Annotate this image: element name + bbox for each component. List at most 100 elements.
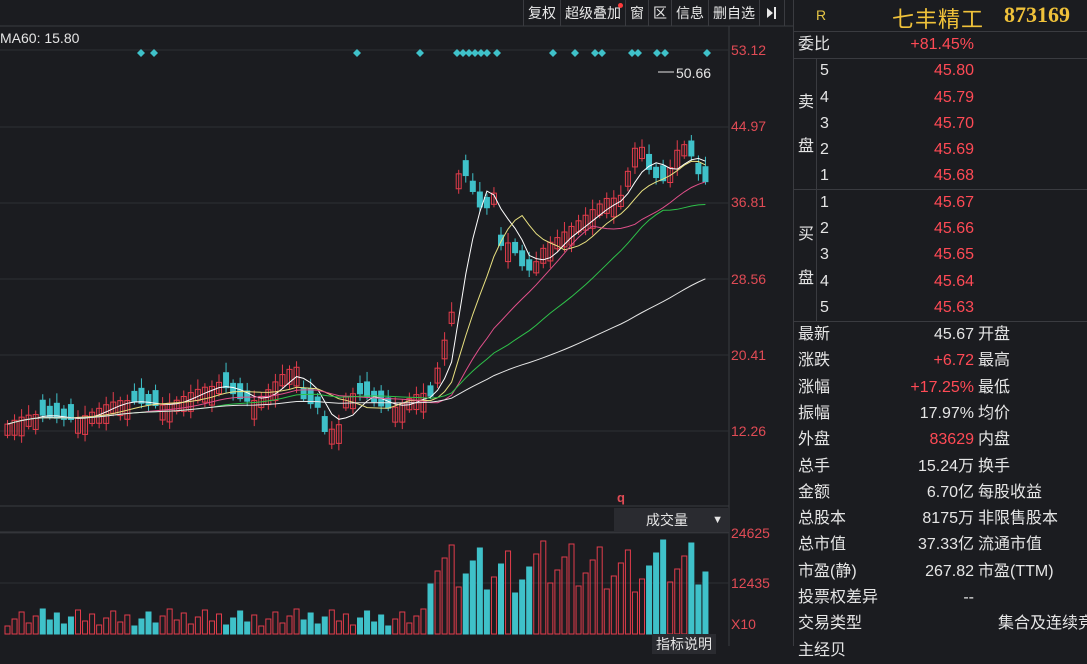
volume-tick: X10 [731,616,756,632]
stat-row: 投票权差异 -- [794,585,1087,611]
volume-bar [653,552,660,635]
level-number: 4 [820,273,829,290]
volume-bar [307,612,314,635]
range-button[interactable]: 区 [649,0,672,26]
info-button[interactable]: 信息 [672,0,709,26]
weibi-label: 委比 [798,36,831,53]
stat-value: +6.72 [933,352,974,370]
signal-diamond-icon [465,49,473,57]
volume-bar [265,618,272,635]
sell-level-4[interactable]: 4 45.79 [794,85,1087,111]
window-button[interactable]: 窗 [626,0,649,26]
divider [794,31,1087,32]
sell-side-label: 盘 [797,138,814,155]
level-number: 4 [820,89,829,106]
volume-bar [617,562,624,635]
volume-bar [575,585,582,635]
sell-level-3[interactable]: 3 45.70 [794,111,1087,137]
divider [794,58,1087,59]
volume-bar [46,619,53,635]
volume-bar [498,563,504,635]
stat-label: 总股本 [798,510,847,528]
signal-diamond-icon [634,49,642,57]
candle-body [469,180,476,192]
stat-value: 17.97% [919,404,974,422]
volume-bar [11,618,18,635]
level-number: 2 [820,141,829,158]
stat-label-secondary: 均价 [978,404,1011,422]
volume-bar [519,579,526,635]
candle-body [173,399,180,412]
ma5-line [7,157,706,425]
price-tick: 36.81 [731,194,767,210]
candle-body [681,144,688,157]
buy-level-3[interactable]: 3 45.65 [794,242,1087,268]
level-price: 45.67 [933,194,974,211]
volume-bar [166,608,173,635]
level-price: 45.63 [933,299,974,316]
quote-panel: R 七丰精工 873169 委比 +81.45% 卖 盘 5 45.80 4 45.… [793,0,1087,659]
candle-body [392,406,399,423]
candle-body [427,385,434,397]
candle-body [152,390,159,407]
buy-side-label: 盘 [797,270,814,287]
volume-bar [639,578,645,635]
buy-level-1[interactable]: 1 45.67 [794,190,1087,216]
stat-label: 外盘 [798,431,831,449]
volume-bar [596,546,603,635]
stat-label: 主经贝 [798,641,847,659]
weibi-row: 委比 +81.45% [794,32,1087,58]
sell-level-1[interactable]: 1 45.68 [794,163,1087,189]
buy-level-4[interactable]: 4 45.64 [794,269,1087,295]
fuquan-button[interactable]: 复权 [524,0,561,26]
volume-bar [568,543,575,635]
candle-body [476,191,483,208]
volume-bar [244,621,251,635]
candle-body [25,414,32,427]
sell-level-2[interactable]: 2 45.69 [794,137,1087,163]
stat-label: 最新 [798,326,831,343]
volume-select-label: 成交量 [646,512,688,528]
candle-body [512,241,519,254]
sell-level-5[interactable]: 5 45.80 [794,58,1087,84]
candle-body [603,197,610,214]
volume-bar [702,571,709,635]
remove-watchlist-button[interactable]: 删自选 [709,0,760,26]
volume-indicator-select[interactable]: 成交量 ▼ [614,508,729,532]
volume-tick: 12435 [731,575,770,591]
super-overlay-button[interactable]: 超级叠加 [561,0,626,26]
collapse-right-icon[interactable] [760,0,785,26]
signal-diamond-icon [591,49,599,57]
kline-chart[interactable]: 50.66 复权 超级叠加 窗 区 信息 删自选 MA60: 15.80 53.… [0,0,793,654]
volume-bar [561,556,568,635]
volume-bar [349,624,356,635]
candle-body [251,399,258,420]
level-price: 45.66 [933,220,974,237]
candle-body [448,311,455,324]
volume-bar [490,576,497,635]
stat-label-secondary: 非限售股本 [978,510,1059,528]
candle-body [159,404,166,421]
indicator-help-button[interactable]: 指标说明 [652,634,716,654]
candle-body [462,160,469,177]
stat-label: 总手 [798,457,831,475]
kline-svg[interactable]: 50.66 [0,0,793,646]
candle-body [357,383,363,395]
candle-body [39,399,46,416]
notify-dot-icon [618,3,623,8]
quote-header: R 七丰精工 873169 [794,0,1087,32]
volume-bar [357,617,363,635]
signal-diamond-icon [477,49,485,57]
volume-bar [75,609,81,635]
volume-bar [230,617,237,635]
volume-bar [124,614,131,635]
buy-level-5[interactable]: 5 45.63 [794,295,1087,321]
buy-level-2[interactable]: 2 45.66 [794,216,1087,242]
candle-body [279,374,286,387]
volume-bar [82,620,89,635]
candle-body [441,339,448,360]
candle-body [335,424,342,444]
volume-bar [208,620,215,635]
price-tick: 28.56 [731,271,767,287]
stat-row: 最新 45.67 开盘 [794,322,1087,348]
